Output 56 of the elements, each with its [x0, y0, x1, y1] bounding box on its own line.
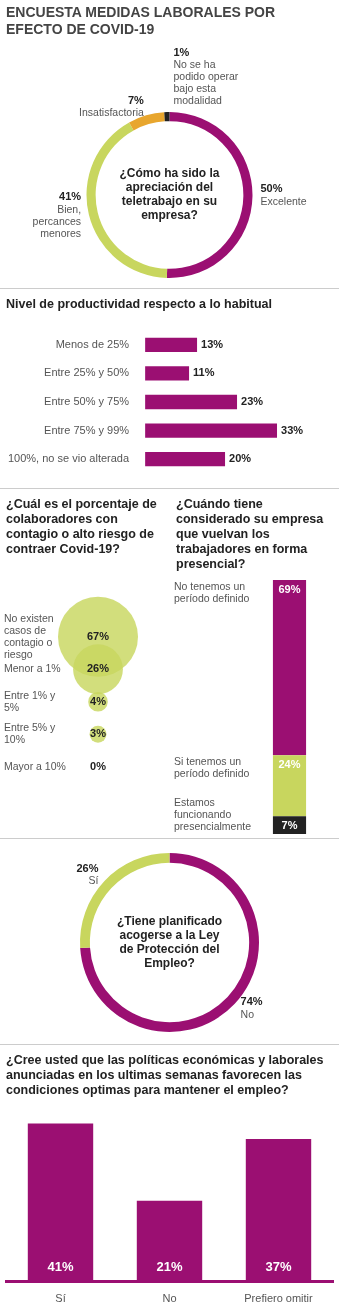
data-label: 4%	[90, 694, 107, 707]
slice-label: Insatisfactoria	[79, 106, 145, 119]
data-label: 11%	[193, 366, 215, 379]
bar	[145, 366, 190, 381]
data-label: 26%	[76, 861, 99, 874]
x-tick-label: Prefiero omitir	[244, 1292, 314, 1305]
category-label: No existen casos de contagio o riesgo	[4, 611, 54, 660]
data-label: 13%	[201, 337, 224, 350]
chart-title: ¿Cree usted que las políticas económicas y laborales anunciadas en los ultimas semanas favorecen las condiciones optimas para mantener el empleo?	[6, 1053, 325, 1098]
text: ¿Cómo ha sido la apreciación del teletrabajo en su empresa?	[119, 166, 220, 223]
text: Estamos funcionando presencialmente	[174, 796, 252, 833]
category-label: Entre 5% y 10%	[4, 721, 57, 746]
chart-title: Nivel de productividad respecto a lo habitual	[6, 297, 274, 312]
text: ¿Cuál es el porcentaje de colaboradores con contagio o alto riesgo de contraer Covid-19?	[6, 497, 158, 557]
y-tick-label: 100%, no se vio alterada	[7, 452, 130, 465]
data-label: 0%	[90, 759, 107, 772]
y-tick-label: Entre 75% y 99%	[44, 423, 130, 436]
data-label: 74%	[240, 995, 263, 1008]
slice-label: No se ha podido operar bajo esta modalidad	[173, 58, 239, 107]
x-tick-label: Sí	[55, 1292, 66, 1305]
slice-label: Bien, percances menores	[32, 203, 82, 240]
y-tick-label: Entre 25% y 50%	[44, 366, 130, 379]
data-label: 37%	[265, 1258, 292, 1274]
y-tick-label: Menos de 25%	[55, 337, 130, 350]
data-label: 41%	[47, 1258, 74, 1274]
data-label: 50%	[260, 182, 283, 195]
category-label: Mayor a 10%	[4, 759, 66, 772]
x-tick-label: No	[162, 1292, 177, 1305]
data-label: 26%	[86, 662, 110, 675]
data-label: 21%	[156, 1258, 183, 1274]
text: No tenemos un período definido	[174, 580, 250, 605]
data-label: 20%	[229, 452, 252, 465]
category-label: Menor a 1%	[4, 662, 61, 675]
data-label: 24%	[278, 757, 301, 770]
slice-label: Excelente	[260, 195, 307, 208]
category-label: Entre 1% y 5%	[4, 688, 57, 713]
data-label: 23%	[241, 395, 264, 408]
data-label: 7%	[127, 93, 145, 106]
chart-title: ENCUESTA MEDIDAS LABORALES POR EFECTO DE COVID-19	[6, 4, 277, 38]
text: ¿Tiene planificado acogerse a la Ley de Protección del Empleo?	[116, 913, 223, 970]
data-label: 41%	[59, 190, 82, 203]
chart-title: ¿Cuándo tiene considerado su empresa que vuelvan los trabajadores en forma presencial?	[176, 497, 325, 572]
bar	[145, 337, 198, 353]
data-label: 1%	[173, 45, 190, 58]
bar	[145, 451, 226, 467]
slice-label: No	[240, 1007, 255, 1020]
data-label: 33%	[281, 423, 304, 436]
data-label: 3%	[90, 727, 107, 740]
y-tick-label: Entre 50% y 75%	[44, 395, 130, 408]
data-label: 7%	[281, 818, 298, 831]
data-label: 69%	[278, 582, 301, 595]
data-label: 67%	[86, 629, 110, 642]
bar	[145, 423, 278, 438]
text: Si tenemos un período definido	[174, 755, 250, 780]
slice-label: Sí	[88, 874, 99, 887]
bar	[145, 394, 238, 410]
